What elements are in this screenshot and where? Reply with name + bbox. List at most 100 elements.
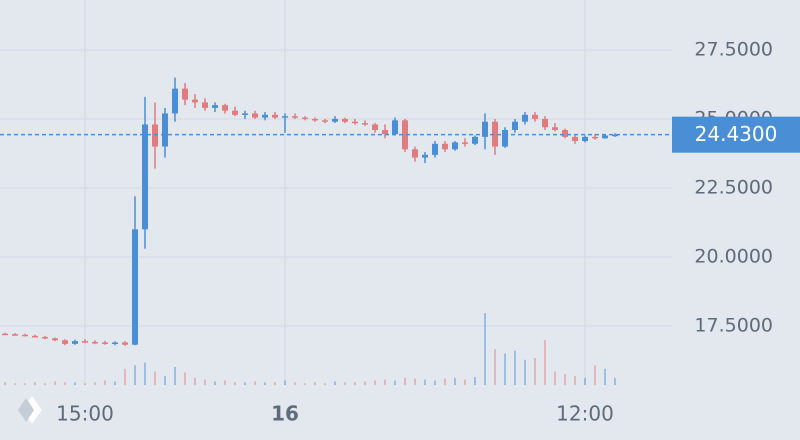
candle-body <box>262 114 268 118</box>
candle-body <box>532 114 538 119</box>
candle-body <box>152 124 158 147</box>
volume-bar <box>184 372 186 385</box>
candle-body <box>2 333 8 336</box>
candle-body <box>302 117 308 120</box>
volume-bar <box>504 353 506 385</box>
volume-bar <box>574 376 576 385</box>
candle-body <box>412 149 418 158</box>
candle-body <box>172 88 178 114</box>
volume-bar <box>154 371 156 385</box>
volume-bar <box>294 382 296 385</box>
candle-body <box>292 116 298 118</box>
volume-bar <box>114 381 116 385</box>
volume-bar <box>54 381 56 385</box>
y-tick-label: 22.5000 <box>694 176 773 198</box>
candle-body <box>212 105 218 108</box>
candle-body <box>132 229 138 345</box>
volume-bar <box>484 313 486 385</box>
candle-body <box>192 99 198 103</box>
volume-bar <box>204 379 206 385</box>
volume-bar <box>14 383 16 385</box>
candle-body <box>472 136 478 144</box>
candle-body <box>502 129 508 147</box>
candle-body <box>162 113 168 147</box>
candle-body <box>322 120 328 122</box>
candle-body <box>432 143 438 155</box>
volume-bar <box>224 380 226 385</box>
volume-bar <box>244 382 246 385</box>
candle-body <box>342 118 348 122</box>
x-tick-label: 16 <box>271 402 299 426</box>
candle-body <box>92 341 98 344</box>
candle-body <box>52 338 58 341</box>
volume-bar <box>194 377 196 385</box>
volume-bar <box>384 379 386 385</box>
candle-body <box>362 123 368 125</box>
volume-bar <box>94 382 96 385</box>
y-tick-label: 20.0000 <box>694 245 773 267</box>
candle-body <box>82 341 88 343</box>
y-tick-label: 17.5000 <box>694 314 773 336</box>
candle-body <box>22 334 28 337</box>
volume-bar <box>614 377 616 385</box>
volume-bar <box>144 362 146 385</box>
candle-body <box>182 88 188 100</box>
candle-body <box>122 342 128 345</box>
candle-body <box>612 134 618 137</box>
candle-body <box>562 129 568 137</box>
volume-bar <box>4 382 6 385</box>
candle-body <box>62 340 68 344</box>
candle-body <box>72 341 78 344</box>
volume-bar <box>344 382 346 385</box>
volume-bar <box>424 379 426 385</box>
y-tick-label: 27.5000 <box>694 38 773 60</box>
candle-body <box>522 114 528 122</box>
volume-bar <box>584 377 586 385</box>
volume-bar <box>524 359 526 385</box>
volume-bar <box>434 380 436 385</box>
volume-bar <box>314 382 316 385</box>
candle-body <box>462 142 468 144</box>
candle-body <box>382 129 388 135</box>
candle-body <box>372 124 378 130</box>
candle-body <box>392 120 398 135</box>
candle-body <box>402 120 408 150</box>
volume-bar <box>274 382 276 385</box>
candle-body <box>272 114 278 118</box>
volume-bar <box>464 379 466 385</box>
volume-bar <box>74 382 76 385</box>
last-price-box <box>672 116 800 153</box>
volume-bar <box>34 382 36 385</box>
volume-bar <box>594 365 596 385</box>
volume-bar <box>334 381 336 385</box>
volume-bar <box>364 381 366 385</box>
volume-bar <box>134 365 136 385</box>
candle-body <box>222 105 228 111</box>
volume-bar <box>254 381 256 385</box>
last-price-label: 24.4300 <box>695 122 778 146</box>
candle-body <box>232 110 238 115</box>
volume-bar <box>604 368 606 385</box>
x-tick-label: 12:00 <box>556 402 614 426</box>
volume-bar <box>264 382 266 385</box>
candle-body <box>282 116 288 118</box>
volume-bar <box>44 383 46 385</box>
candle-body <box>202 102 208 108</box>
volume-bar <box>494 349 496 385</box>
candle-body <box>442 143 448 150</box>
volume-bar <box>284 380 286 385</box>
candle-body <box>452 142 458 150</box>
volume-bar <box>214 381 216 385</box>
volume-bar <box>404 377 406 385</box>
volume-bar <box>394 380 396 385</box>
volume-bar <box>24 383 26 385</box>
candle-body <box>602 135 608 139</box>
volume-bar <box>64 382 66 385</box>
candle-body <box>42 336 48 339</box>
candle-body <box>422 154 428 158</box>
candle-body <box>312 118 318 121</box>
candle-body <box>242 113 248 115</box>
volume-bar <box>514 350 516 385</box>
candle-body <box>572 136 578 142</box>
volume-bar <box>454 377 456 385</box>
